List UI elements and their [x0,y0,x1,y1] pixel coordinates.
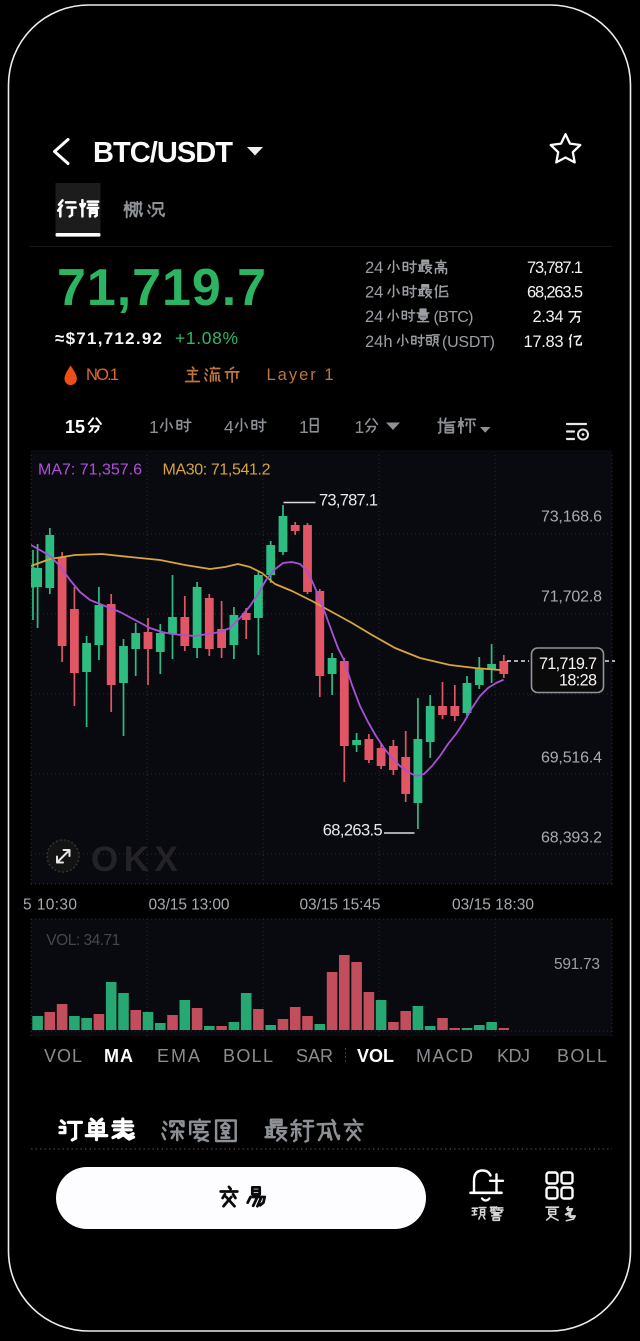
svg-text:≈$71,712.92: ≈$71,712.92 [55,329,162,348]
svg-text:03/15 15:45: 03/15 15:45 [300,897,381,914]
svg-text:+1.08%: +1.08% [175,328,238,348]
svg-text:71,719.7: 71,719.7 [539,655,597,673]
svg-text:2.34: 2.34 [533,308,564,326]
svg-text:18:28: 18:28 [559,672,597,690]
svg-text:24: 24 [365,259,383,277]
svg-text:591.73: 591.73 [554,956,600,973]
svg-text:73,168.6: 73,168.6 [541,509,602,526]
svg-text:(BTC): (BTC) [434,309,474,326]
svg-text:MA30: 71,541.2: MA30: 71,541.2 [163,462,271,479]
svg-text:NO.1: NO.1 [86,366,119,384]
svg-text:24h: 24h [365,333,393,351]
svg-text:SAR: SAR [296,1046,333,1066]
svg-text:EMA: EMA [157,1046,200,1066]
svg-text:Layer 1: Layer 1 [267,366,334,384]
svg-text:69,516.4: 69,516.4 [541,750,602,767]
svg-text:24: 24 [365,284,383,302]
svg-text:15: 15 [65,417,85,437]
svg-text:MA7: 71,357.6: MA7: 71,357.6 [38,462,142,479]
svg-text:MA: MA [104,1046,133,1066]
svg-text:17.83: 17.83 [524,333,564,351]
svg-text:71,702.8: 71,702.8 [541,589,602,606]
svg-text:24: 24 [365,308,383,326]
svg-text:03/15 13:00: 03/15 13:00 [149,897,230,914]
svg-text:OKX: OKX [91,840,183,879]
svg-text:71,719.7: 71,719.7 [57,259,266,317]
svg-text:VOL: VOL [44,1046,82,1066]
svg-text:73,787.1: 73,787.1 [319,492,378,510]
svg-text:BOLL: BOLL [223,1046,273,1066]
svg-text:1: 1 [355,417,365,437]
svg-text:BTC/USDT: BTC/USDT [93,137,233,169]
svg-text:VOL: VOL [357,1046,394,1066]
svg-text:(USDT): (USDT) [442,334,495,351]
svg-text:VOL: 34.71: VOL: 34.71 [46,932,120,949]
svg-text:BOLL: BOLL [557,1046,607,1066]
svg-text:68,263.5: 68,263.5 [527,284,583,302]
svg-text:73,787.1: 73,787.1 [527,259,583,277]
svg-text:03/15 18:30: 03/15 18:30 [452,897,534,914]
svg-text:1: 1 [299,417,309,437]
svg-text:5 10:30: 5 10:30 [23,897,77,914]
svg-text:68,263.5: 68,263.5 [323,822,383,840]
svg-text:KDJ: KDJ [497,1046,530,1066]
svg-text:4: 4 [224,417,234,437]
svg-text:1: 1 [149,417,159,437]
svg-text:68,393.2: 68,393.2 [541,830,602,847]
